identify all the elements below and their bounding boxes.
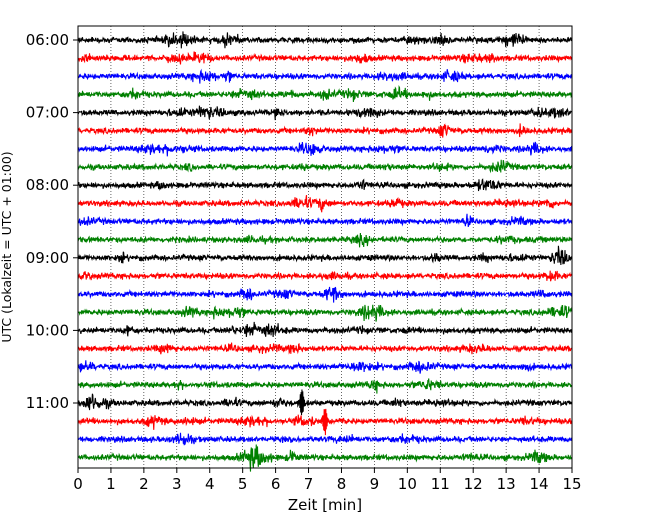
- x-axis-label: Zeit [min]: [288, 496, 362, 514]
- y-tick-label: 06:00: [26, 31, 69, 49]
- y-axis-label: UTC (Lokalzeit = UTC + 01:00): [0, 151, 14, 342]
- x-tick-label: 1: [106, 475, 116, 493]
- y-tick-label: 09:00: [26, 249, 69, 267]
- x-tick-label: 7: [304, 475, 314, 493]
- trace-row: [77, 123, 573, 138]
- trace-row: [77, 389, 573, 416]
- trace-row: [77, 141, 573, 157]
- trace-row: [77, 286, 573, 303]
- x-tick-label: 2: [139, 475, 149, 493]
- trace-row: [77, 378, 573, 394]
- trace-row: [77, 321, 573, 338]
- x-tick-label: 14: [530, 475, 549, 493]
- x-tick-label: 5: [238, 475, 248, 493]
- trace-layer: [77, 31, 573, 472]
- x-tick-label: 8: [337, 475, 347, 493]
- y-axis: 06:00 07:00 08:00 09:00 10:00 11:00: [26, 31, 78, 412]
- trace-row: [77, 31, 573, 49]
- x-tick-label: 13: [497, 475, 516, 493]
- trace-row: [77, 213, 573, 228]
- trace-row: [77, 159, 573, 174]
- trace-row: [77, 245, 573, 266]
- trace-row: [77, 178, 573, 192]
- x-tick-label: 4: [205, 475, 215, 493]
- x-tick-label: 6: [271, 475, 281, 493]
- x-tick-label: 10: [398, 475, 417, 493]
- y-tick-label: 11:00: [26, 394, 69, 412]
- trace-row: [77, 360, 573, 374]
- x-tick-label: 0: [73, 475, 83, 493]
- trace-row: [77, 270, 573, 282]
- x-tick-label: 15: [562, 475, 581, 493]
- trace-row: [77, 444, 573, 472]
- trace-row: [77, 51, 573, 65]
- x-tick-label: 11: [431, 475, 450, 493]
- trace-row: [77, 432, 573, 446]
- plot-frame: [77, 25, 573, 469]
- y-tick-label: 07:00: [26, 104, 69, 122]
- trace-row: [77, 84, 573, 103]
- trace-row: [77, 342, 573, 355]
- y-tick-label: 10:00: [26, 321, 69, 339]
- trace-row: [77, 195, 573, 213]
- trace-row: [77, 232, 573, 248]
- trace-row: [77, 408, 573, 436]
- x-tick-label: 12: [464, 475, 483, 493]
- x-tick-label: 9: [370, 475, 380, 493]
- x-tick-label: 3: [172, 475, 182, 493]
- trace-row: [77, 304, 573, 322]
- trace-row: [77, 68, 573, 84]
- y-tick-label: 08:00: [26, 176, 69, 194]
- x-axis: 0 1 2 3 4 5 6 7 8 9 10 11 12 13 14 15: [73, 468, 582, 493]
- trace-row: [77, 105, 573, 121]
